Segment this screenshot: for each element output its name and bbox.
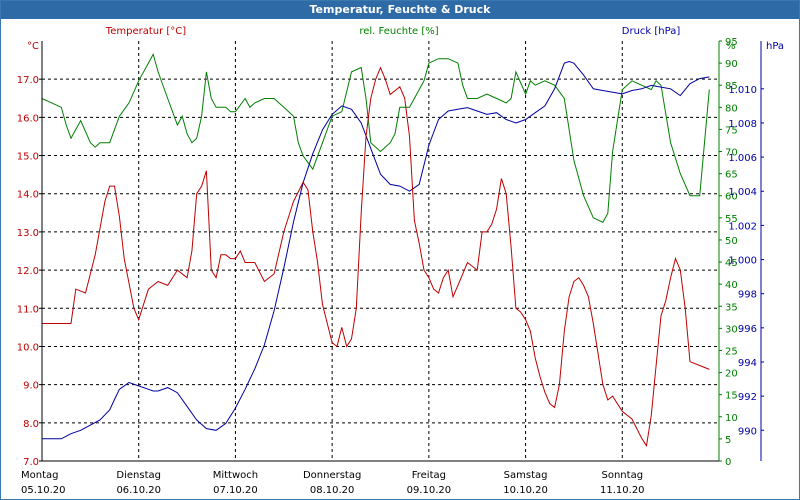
temperature-tick-label: 15.0 bbox=[17, 152, 39, 163]
humidity-tick-label: 55 bbox=[725, 214, 738, 225]
humidity-tick-label: 10 bbox=[725, 413, 738, 424]
pressure-axis: 990 992 994 996 998 1.000 1.002 1.004 1.006 1.008… bbox=[728, 85, 764, 437]
humidity-tick-label: 65 bbox=[725, 170, 738, 181]
humidity-tick-label: 0 bbox=[725, 457, 731, 468]
pressure-series-line bbox=[42, 60, 710, 440]
humidity-tick-label: 50 bbox=[725, 236, 738, 247]
temperature-tick-label: 8.0 bbox=[23, 419, 39, 430]
x-day-label: Montag bbox=[21, 470, 58, 481]
pressure-tick-label: 1.002 bbox=[728, 221, 757, 232]
temperature-series-line bbox=[42, 66, 710, 448]
humidity-tick-label: 35 bbox=[725, 302, 738, 313]
x-date-label: 06.10.20 bbox=[116, 485, 161, 496]
temperature-tick-label: 14.0 bbox=[17, 190, 39, 201]
pressure-tick-label: 1.004 bbox=[728, 187, 757, 198]
humidity-axis: 0 5 10 15 20 25 30 35 40 45 50 55 60 65 70 75 80 85 90 95 bbox=[719, 37, 738, 468]
humidity-tick-label: 80 bbox=[725, 103, 738, 114]
pressure-tick-label: 998 bbox=[738, 290, 757, 301]
temperature-tick-label: 17.0 bbox=[17, 75, 39, 86]
temperature-axis: 7.0 8.0 9.0 10.0 11.0 12.0 13.0 14.0 15.0 16.0 17.… bbox=[17, 75, 42, 468]
humidity-tick-label: 60 bbox=[725, 192, 738, 203]
humidity-tick-label: 70 bbox=[725, 148, 738, 159]
humidity-tick-label: 30 bbox=[725, 324, 738, 335]
temperature-tick-label: 10.0 bbox=[17, 342, 39, 353]
pressure-unit-label: hPa bbox=[766, 41, 784, 52]
x-day-label: Donnerstag bbox=[303, 470, 361, 481]
x-day-label: Freitag bbox=[412, 470, 446, 481]
humidity-tick-label: 25 bbox=[725, 346, 738, 357]
x-date-label: 10.10.20 bbox=[503, 485, 548, 496]
x-date-label: 09.10.20 bbox=[407, 485, 452, 496]
pressure-tick-label: 992 bbox=[738, 392, 757, 403]
humidity-tick-label: 45 bbox=[725, 258, 738, 269]
weather-chart: Temperatur [°C] rel. Feuchte [%] Druck [… bbox=[1, 19, 799, 499]
temperature-tick-label: 16.0 bbox=[17, 113, 39, 124]
temperature-tick-label: 9.0 bbox=[23, 381, 39, 392]
pressure-tick-label: 996 bbox=[738, 324, 757, 335]
humidity-unit-label: % bbox=[726, 41, 736, 52]
pressure-tick-label: 990 bbox=[738, 426, 757, 437]
x-date-label: 11.10.20 bbox=[600, 485, 645, 496]
temperature-tick-label: 12.0 bbox=[17, 266, 39, 277]
plot-area bbox=[42, 41, 719, 461]
humidity-series-line bbox=[41, 52, 710, 223]
x-day-label: Samstag bbox=[504, 470, 548, 481]
x-day-label: Sonntag bbox=[602, 470, 644, 481]
humidity-tick-label: 85 bbox=[725, 81, 738, 92]
temperature-tick-label: 11.0 bbox=[17, 304, 39, 315]
humidity-tick-label: 20 bbox=[725, 369, 738, 380]
pressure-tick-label: 994 bbox=[738, 358, 757, 369]
window-title: Temperatur, Feuchte & Druck bbox=[1, 1, 799, 19]
humidity-tick-label: 15 bbox=[725, 391, 738, 402]
x-day-label: Dienstag bbox=[116, 470, 161, 481]
humidity-tick-label: 5 bbox=[725, 435, 731, 446]
x-date-label: 08.10.20 bbox=[310, 485, 355, 496]
temperature-tick-label: 7.0 bbox=[23, 457, 39, 468]
pressure-tick-label: 1.008 bbox=[728, 119, 757, 130]
humidity-series-label: rel. Feuchte [%] bbox=[359, 26, 438, 37]
humidity-tick-label: 75 bbox=[725, 125, 738, 136]
temperature-unit-label: °C bbox=[27, 41, 39, 52]
pressure-tick-label: 1.006 bbox=[728, 153, 757, 164]
temperature-tick-label: 13.0 bbox=[17, 228, 39, 239]
pressure-tick-label: 1.000 bbox=[728, 256, 757, 267]
x-day-label: Mittwoch bbox=[213, 470, 258, 481]
temperature-series-label: Temperatur [°C] bbox=[105, 26, 186, 37]
grid-lines bbox=[42, 41, 719, 462]
humidity-tick-label: 40 bbox=[725, 280, 738, 291]
x-date-label: 05.10.20 bbox=[21, 485, 66, 496]
humidity-tick-label: 95 bbox=[725, 37, 738, 48]
humidity-tick-label: 90 bbox=[725, 59, 738, 70]
pressure-series-label: Druck [hPa] bbox=[622, 26, 681, 37]
x-axis-labels: Montag 05.10.20 Dienstag 06.10.20 Mittwoch 07… bbox=[21, 470, 645, 496]
pressure-tick-label: 1.010 bbox=[728, 85, 757, 96]
x-date-label: 07.10.20 bbox=[213, 485, 258, 496]
